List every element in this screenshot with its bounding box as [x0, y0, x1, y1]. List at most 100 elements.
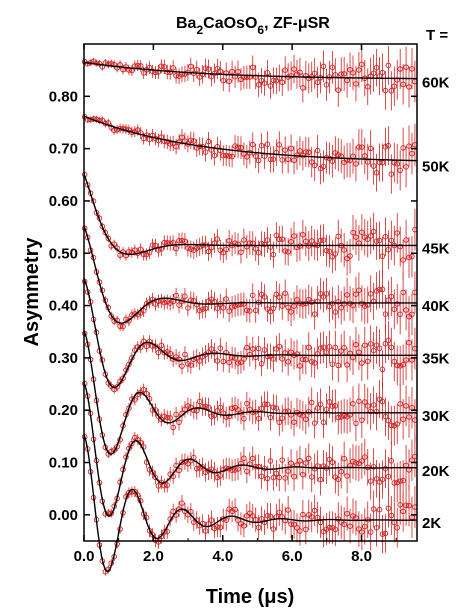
data-point: [335, 87, 342, 93]
data-point: [291, 66, 297, 72]
data-point: [373, 288, 380, 294]
data-point: [314, 298, 321, 305]
data-point: [291, 233, 297, 239]
data-point: [235, 466, 241, 472]
data-point: [291, 521, 297, 528]
data-point: [202, 65, 209, 71]
data-point: [140, 308, 147, 314]
data-point: [385, 417, 392, 424]
data-point: [364, 403, 371, 409]
data-point: [373, 524, 380, 531]
fit-line-50K: [83, 115, 418, 162]
data-point: [167, 350, 173, 357]
data-point: [179, 237, 185, 244]
data-point: [359, 458, 365, 464]
fit-layer: [83, 61, 418, 573]
data-point: [267, 414, 274, 421]
data-point: [303, 526, 309, 533]
data-point: [232, 303, 238, 309]
data-point: [353, 341, 359, 348]
data-point: [273, 470, 280, 477]
data-point: [306, 149, 312, 156]
data-point: [220, 358, 227, 365]
data-point: [350, 70, 356, 76]
data-point: [329, 459, 336, 466]
data-point: [359, 529, 365, 535]
data-point: [382, 413, 389, 420]
data-point: [362, 342, 368, 348]
data-point: [188, 246, 194, 252]
data-point: [235, 144, 241, 150]
data-point: [397, 167, 403, 174]
data-point: [320, 344, 327, 350]
data-point: [406, 254, 412, 261]
data-point: [232, 467, 238, 473]
data-point: [132, 247, 138, 253]
data-point: [202, 528, 209, 534]
data-point: [217, 345, 224, 351]
x-tick-label: 8.0: [351, 548, 372, 565]
data-point: [252, 153, 259, 159]
data-point: [176, 73, 182, 79]
data-point: [247, 308, 253, 314]
data-point: [362, 523, 368, 530]
data-point: [356, 398, 362, 404]
data-point: [185, 245, 191, 251]
data-point: [152, 242, 159, 249]
temperature-label-30K: 30K: [422, 408, 450, 425]
data-point: [270, 305, 277, 312]
data-point: [326, 399, 333, 405]
data-point: [311, 507, 318, 514]
data-point: [244, 344, 250, 351]
data-point: [350, 400, 356, 407]
data-point: [308, 299, 315, 305]
data-point: [202, 469, 209, 476]
data-point: [288, 145, 294, 152]
data-point: [317, 291, 324, 297]
data-point: [161, 299, 168, 306]
data-point: [356, 144, 362, 150]
data-point: [176, 467, 182, 474]
data-point: [285, 507, 291, 513]
temperature-label-35K: 35K: [422, 350, 450, 367]
data-point: [370, 163, 377, 169]
data-point: [182, 406, 188, 413]
data-point: [370, 506, 377, 512]
data-point: [320, 293, 327, 300]
data-point: [270, 251, 277, 258]
data-point: [288, 460, 294, 466]
data-point: [244, 154, 250, 160]
data-point: [308, 359, 315, 365]
data-point: [173, 245, 179, 252]
data-point: [406, 502, 412, 509]
data-point: [223, 296, 229, 302]
data-point: [370, 402, 377, 408]
data-point: [335, 414, 342, 421]
data-point: [323, 82, 330, 88]
data-point: [406, 143, 412, 149]
data-point: [102, 229, 109, 236]
data-point: [149, 531, 156, 538]
data-point: [146, 338, 153, 345]
data-point: [388, 344, 395, 351]
data-point: [367, 341, 374, 347]
data-point: [323, 406, 330, 413]
data-point: [152, 343, 159, 349]
data-point: [356, 526, 362, 532]
data-point: [226, 359, 232, 366]
data-point: [353, 291, 359, 297]
data-point: [105, 235, 112, 242]
data-point: [179, 363, 185, 369]
data-point: [303, 356, 309, 363]
data-point: [261, 347, 268, 353]
data-point: [285, 359, 291, 365]
data-point: [391, 83, 398, 89]
data-point: [285, 304, 291, 311]
data-point: [385, 246, 392, 253]
data-point: [397, 478, 403, 484]
data-point: [182, 71, 188, 77]
data-point: [188, 63, 194, 70]
data-point: [235, 407, 241, 413]
data-point: [332, 526, 339, 533]
